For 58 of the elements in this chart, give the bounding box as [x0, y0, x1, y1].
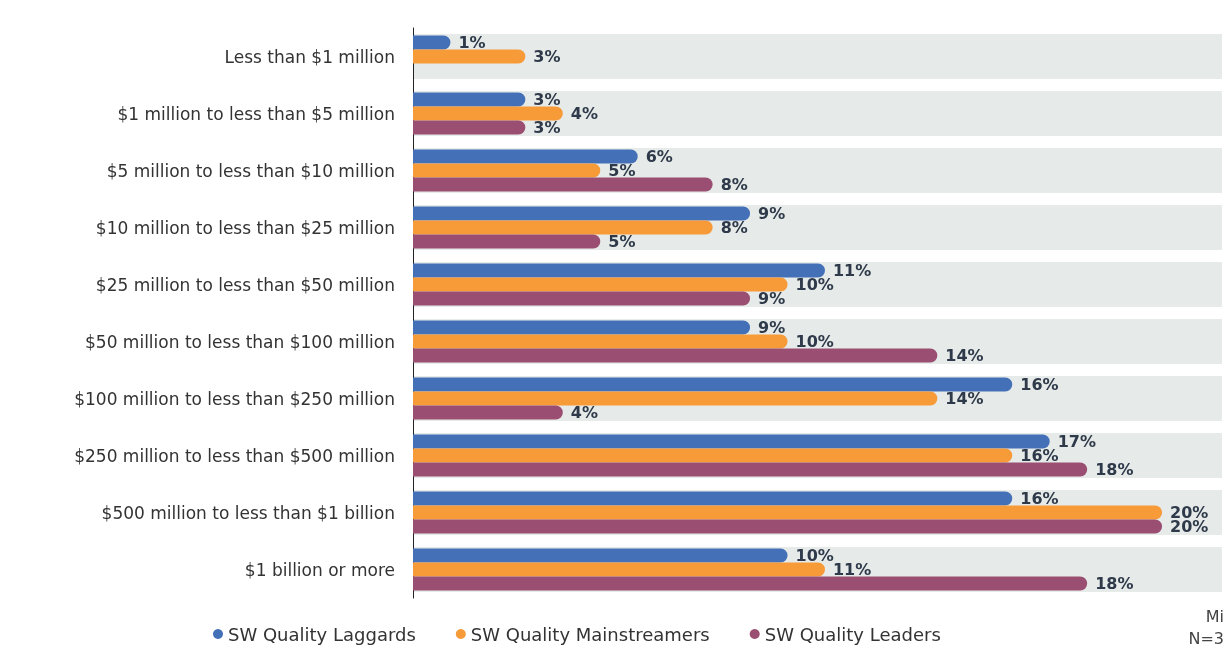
y-tick-label: $5 million to less than $10 million — [106, 160, 395, 181]
bar — [413, 334, 788, 349]
data-label: 14% — [945, 389, 984, 408]
data-label: 14% — [945, 346, 984, 365]
y-tick-label: $1 billion or more — [244, 559, 395, 580]
data-label: 3% — [533, 118, 561, 137]
data-label: 5% — [608, 232, 636, 251]
data-label: 18% — [1095, 460, 1134, 479]
y-tick-label: $25 million to less than $50 million — [95, 274, 395, 295]
data-label: 1% — [458, 33, 486, 52]
bar — [413, 92, 526, 107]
data-label: 11% — [832, 261, 872, 280]
legend-label: SW Quality Leaders — [764, 623, 941, 645]
data-label: 16% — [1020, 446, 1059, 465]
y-tick-label: $10 million to less than $25 million — [95, 217, 395, 238]
y-tick-label: Less than $1 million — [224, 46, 395, 67]
data-label: 16% — [1020, 375, 1059, 394]
bar — [413, 277, 788, 292]
data-label: 8% — [720, 175, 748, 194]
data-label: 17% — [1057, 432, 1097, 451]
y-tick-label: $50 million to less than $100 million — [85, 331, 395, 352]
data-label: 5% — [608, 161, 636, 180]
data-label: 10% — [795, 332, 834, 351]
bar — [413, 220, 713, 235]
bar — [413, 234, 601, 249]
y-tick-label: $500 million to less than $1 billion — [101, 502, 395, 523]
data-label: 16% — [1020, 489, 1059, 508]
bar — [413, 106, 563, 121]
data-label: 20% — [1170, 517, 1209, 536]
y-tick-label: $100 million to less than $250 million — [74, 388, 395, 409]
data-label: 9% — [758, 289, 786, 308]
legend-label: SW Quality Mainstreamers — [470, 623, 710, 645]
data-label: 3% — [533, 90, 561, 109]
data-label: 18% — [1095, 574, 1134, 593]
legend-label: SW Quality Laggards — [228, 623, 416, 645]
data-label: 10% — [795, 275, 834, 294]
data-label: 11% — [832, 560, 872, 579]
text: Mi — [1205, 606, 1224, 626]
bar — [413, 120, 526, 135]
data-label: 10% — [795, 546, 834, 565]
data-label: 9% — [758, 318, 786, 337]
bar — [413, 35, 451, 50]
bar — [413, 149, 638, 164]
bar — [413, 49, 526, 64]
y-tick-label: $250 million to less than $500 million — [74, 445, 395, 466]
bar — [413, 448, 1013, 463]
data-label: 3% — [533, 47, 561, 66]
data-label: 6% — [645, 147, 673, 166]
data-label: 9% — [758, 204, 786, 223]
text: N=3 — [1188, 628, 1225, 648]
bar — [413, 163, 601, 178]
bar — [413, 562, 825, 577]
data-label: 4% — [570, 104, 598, 123]
data-label: 4% — [570, 403, 598, 422]
bar — [413, 405, 563, 420]
bar — [413, 391, 938, 406]
data-label: 8% — [720, 218, 748, 237]
y-tick-label: $1 million to less than $5 million — [117, 103, 395, 124]
